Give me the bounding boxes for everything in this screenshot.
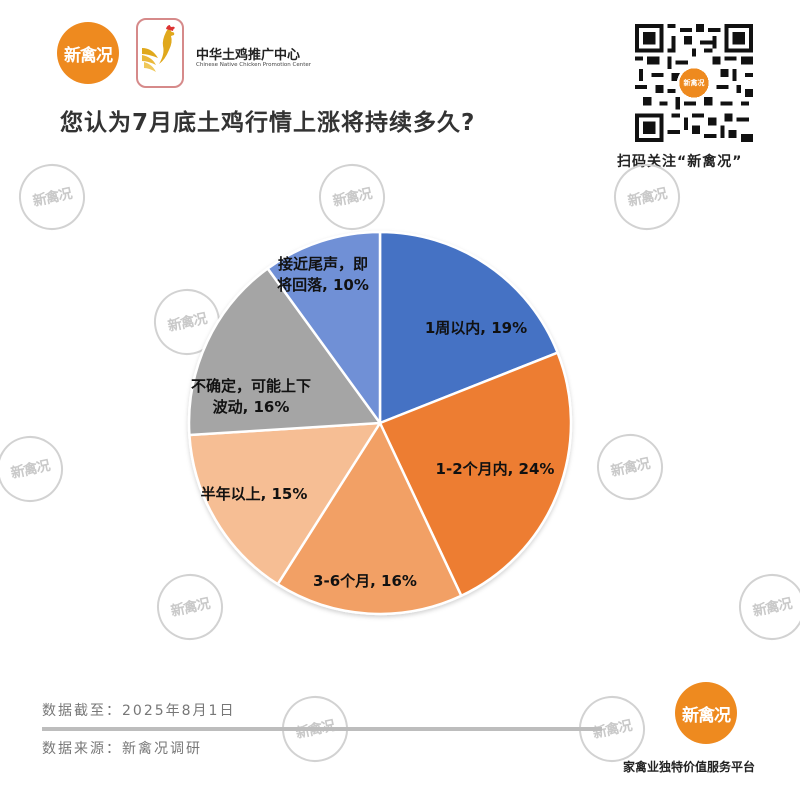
data-source: 数据来源：新禽况调研 [42,738,202,758]
page-title: 您认为7月底土鸡行情上涨将持续多久? [60,110,476,136]
data-source-value: 新禽况调研 [122,741,202,757]
data-date-label: 数据截至： [42,703,122,719]
footer-tagline: 家禽业独特价值服务平台 [623,760,756,774]
slice-label-near-end-line1: 接近尾声，即 [277,255,368,273]
org-name-cn: 中华土鸡推广中心 [196,48,301,63]
org-emblem [136,18,184,88]
slice-label-near-end-line2: 将回落, 10% [277,276,369,294]
pie-slice-near-end[interactable] [266,230,382,425]
brand-logo: 新禽况 [57,22,119,84]
slice-label-uncertain-line1: 不确定，可能上下 [190,377,311,395]
footer-brand-logo-text: 新禽况 [682,705,731,726]
pie-slice-3-6-months[interactable] [276,421,463,616]
slice-label-3-6-months: 3-6个月, 16% [313,572,417,590]
pie-slice-1-week[interactable] [378,230,559,425]
slice-label-1-2-months: 1-2个月内, 24% [435,460,555,478]
data-source-label: 数据来源： [42,741,122,757]
footer-brand-logo: 新禽况 [675,682,737,744]
org-name-en: Chinese Native Chicken Promotion Center [196,62,312,68]
qr-code[interactable]: 新禽况 [635,24,753,142]
pie-slice-uncertain[interactable] [187,267,382,437]
qr-code-icon [635,24,753,142]
rooster-icon [142,25,175,72]
slice-label-uncertain: 不确定，可能上下 波动, 16% [166,376,336,418]
pie-slice-over-half-year[interactable] [188,421,382,586]
slice-label-uncertain-line2: 波动, 16% [212,398,290,416]
slice-label-1-week: 1周以内, 19% [424,319,528,337]
data-date: 数据截至：2025年8月1日 [42,700,235,720]
qr-center-logo-text: 新禽况 [683,79,705,87]
footer-divider [42,727,602,731]
brand-logo-text: 新禽况 [64,45,113,66]
data-date-value: 2025年8月1日 [122,703,236,719]
qr-caption: 扫码关注“新禽况” [617,154,743,170]
pie-slice-1-2-months[interactable] [378,351,573,598]
slice-label-over-half-year: 半年以上, 15% [200,485,308,503]
slice-label-near-end: 接近尾声，即 将回落, 10% [258,254,388,296]
